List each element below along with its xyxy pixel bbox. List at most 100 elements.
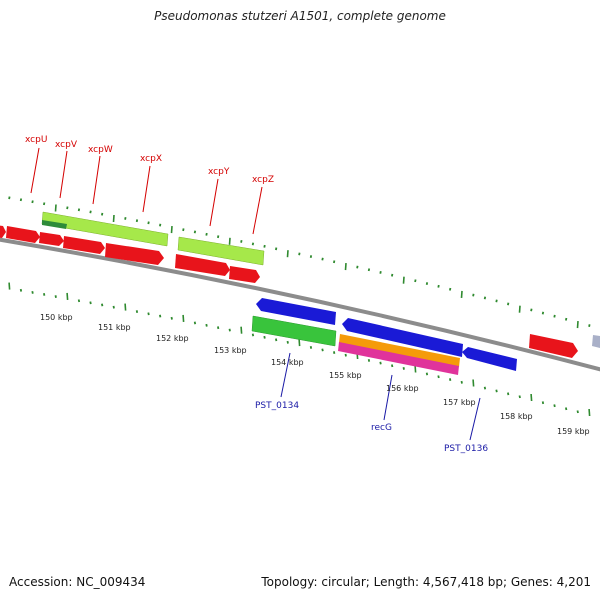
- scale-tick-minor: [43, 202, 46, 206]
- feature-bar-bottom-pink[interactable]: [338, 342, 459, 375]
- scale-tick-major: [286, 250, 289, 258]
- bottom-feature-track: [251, 315, 460, 375]
- scale-tick-major: [228, 237, 231, 245]
- scale-tick-minor: [321, 348, 324, 352]
- scale-tick-minor: [135, 310, 139, 313]
- scale-tick-minor: [89, 301, 92, 305]
- scale-tick-minor: [425, 372, 429, 376]
- gene-label[interactable]: xcpU: [25, 135, 47, 145]
- cds-arrow-forward[interactable]: [592, 335, 600, 348]
- scale-tick-minor: [251, 242, 255, 246]
- cds-arrow-reverse[interactable]: [342, 318, 463, 357]
- cds-arrow-reverse[interactable]: [462, 347, 517, 371]
- scale-tick-minor: [89, 210, 92, 214]
- scale-tick-minor: [101, 212, 104, 216]
- cds-arrow-reverse[interactable]: [256, 298, 336, 325]
- scale-tick-minor: [112, 305, 115, 309]
- scale-tick-minor: [31, 291, 34, 294]
- scale-tick-major: [182, 314, 185, 322]
- kbp-label: 155 kbp: [329, 371, 362, 380]
- scale-tick-minor: [437, 284, 440, 288]
- gene-label[interactable]: xcpW: [88, 145, 113, 155]
- gene-label[interactable]: xcpZ: [252, 175, 274, 185]
- scale-tick-major: [576, 321, 579, 329]
- gene-label[interactable]: xcpV: [55, 140, 78, 150]
- scale-tick-minor: [54, 295, 57, 298]
- scale-tick-minor: [333, 260, 336, 264]
- scale-tick-minor: [159, 223, 162, 227]
- kbp-label: 151 kbp: [98, 323, 131, 332]
- scale-tick-minor: [182, 228, 185, 232]
- scale-tick-minor: [402, 367, 405, 370]
- scale-tick-minor: [379, 361, 382, 365]
- scale-tick-minor: [8, 196, 11, 200]
- cds-arrow-forward[interactable]: [105, 243, 164, 265]
- scale-tick-minor: [576, 410, 579, 414]
- scale-tick-minor: [309, 255, 313, 258]
- scale-tick-minor: [379, 271, 382, 274]
- cds-arrow-forward[interactable]: [229, 266, 260, 283]
- gene-label[interactable]: xcpY: [208, 167, 230, 177]
- scale-tick-major: [518, 305, 521, 313]
- scale-tick-minor: [344, 353, 347, 357]
- forward-cds-track: [0, 225, 600, 358]
- scale-tick-minor: [19, 198, 23, 202]
- scale-tick-major: [460, 290, 463, 298]
- scale-tick-minor: [541, 311, 545, 315]
- feature-bar-top-1-dark[interactable]: [42, 220, 67, 229]
- scale-tick-minor: [205, 323, 208, 327]
- cds-arrow-forward[interactable]: [6, 226, 40, 243]
- cds-arrow-forward[interactable]: [0, 225, 6, 238]
- scale-tick-minor: [66, 206, 69, 210]
- scale-tick-minor: [425, 282, 429, 285]
- feature-bar-top-1[interactable]: [41, 211, 169, 247]
- cds-arrow-forward[interactable]: [529, 334, 578, 358]
- gene-label[interactable]: recG: [371, 423, 392, 433]
- kbp-label: 158 kbp: [500, 412, 533, 421]
- gene-label[interactable]: PST_0134: [255, 401, 299, 411]
- gene-label[interactable]: PST_0136: [444, 444, 488, 454]
- scale-tick-minor: [275, 338, 278, 342]
- cds-arrow-forward[interactable]: [63, 236, 105, 254]
- scale-tick-minor: [541, 401, 545, 405]
- scale-tick-major: [588, 408, 591, 417]
- scale-tick-minor: [449, 378, 452, 381]
- scale-tick-minor: [124, 217, 127, 220]
- top-gene-labels: xcpU xcpV xcpW xcpX xcpY xcpZ: [25, 135, 274, 185]
- scale-tick-minor: [298, 252, 301, 256]
- kbp-label: 159 kbp: [557, 427, 590, 436]
- scale-tick-major: [170, 226, 173, 234]
- scale-tick-minor: [205, 232, 208, 236]
- cds-arrow-forward[interactable]: [175, 254, 230, 276]
- scale-tick-minor: [530, 308, 533, 312]
- feature-bar-top-2[interactable]: [177, 236, 265, 266]
- scale-tick-minor: [356, 265, 359, 269]
- feature-bar-bottom-orange[interactable]: [339, 334, 460, 367]
- kbp-label: 152 kbp: [156, 334, 189, 343]
- gene-label[interactable]: xcpX: [140, 154, 162, 164]
- scale-tick-major: [124, 303, 127, 311]
- scale-tick-minor: [240, 240, 243, 243]
- feature-bar-bottom-green[interactable]: [251, 315, 337, 347]
- kbp-label: 156 kbp: [386, 384, 419, 393]
- scale-tick-major: [530, 393, 533, 402]
- scale-tick-major: [414, 365, 417, 373]
- scale-tick-minor: [159, 314, 162, 318]
- scale-tick-major: [240, 326, 243, 334]
- scale-tick-minor: [135, 219, 139, 223]
- scale-tick-minor: [309, 346, 313, 349]
- scale-tick-minor: [147, 221, 150, 225]
- scale-tick-minor: [228, 328, 231, 332]
- scale-tick-minor: [437, 375, 440, 379]
- scale-tick-minor: [286, 340, 289, 344]
- scale-tick-minor: [193, 230, 197, 234]
- scale-tick-minor: [367, 359, 371, 362]
- cds-arrow-forward[interactable]: [39, 232, 64, 246]
- scale-tick-minor: [193, 321, 197, 325]
- top-feature-track: [41, 211, 265, 266]
- genome-backbone: [0, 237, 600, 372]
- top-scale-ticks: [8, 196, 591, 329]
- scale-tick-major: [54, 204, 57, 212]
- scale-tick-minor: [263, 244, 266, 248]
